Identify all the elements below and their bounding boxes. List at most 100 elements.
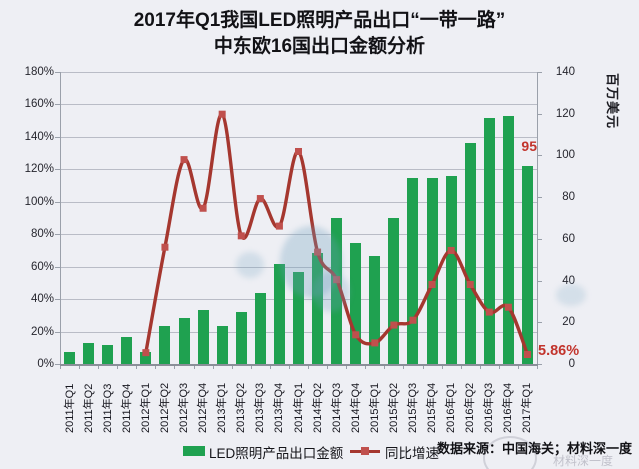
line-marker — [390, 321, 398, 329]
line-marker — [371, 339, 379, 347]
watermark-text: 材料深一度 — [553, 454, 614, 468]
line-marker — [237, 232, 245, 240]
gridline — [60, 201, 537, 203]
bar — [464, 142, 476, 364]
x-axis-tick — [231, 364, 233, 369]
left-axis-tick — [55, 266, 60, 268]
bar — [159, 326, 171, 364]
x-axis-tick — [479, 364, 481, 369]
y-axis-right-label: 40 — [562, 274, 575, 287]
y-axis-left-label: 160% — [24, 98, 54, 111]
y-axis-left-label: 180% — [24, 66, 54, 78]
x-axis-tick — [212, 364, 214, 369]
gridline — [60, 136, 537, 138]
x-axis-tick — [155, 364, 157, 369]
x-axis-label: 2013年Q2 — [235, 382, 248, 433]
y-axis-left-label: 140% — [24, 130, 54, 143]
bar — [216, 326, 228, 364]
left-axis-tick — [55, 169, 60, 171]
x-axis-label: 2012年Q4 — [197, 382, 210, 433]
x-axis-label: 2016年Q2 — [464, 382, 477, 433]
gridline — [60, 169, 537, 171]
left-axis-tick — [55, 234, 60, 236]
y-axis-left-label: 100% — [24, 195, 54, 208]
line-marker — [295, 147, 302, 155]
x-axis-tick — [441, 364, 443, 369]
data-source: 数据来源：中国海关；材料深一度 — [437, 441, 633, 456]
right-axis-tick — [537, 322, 542, 324]
left-axis-tick — [55, 364, 60, 365]
x-axis-tick — [193, 364, 195, 369]
legend-swatch-export-amount — [183, 446, 205, 456]
bar — [121, 336, 133, 364]
line-marker — [142, 349, 150, 357]
x-axis-label: 2012年Q2 — [158, 382, 171, 433]
x-axis-label: 2011年Q2 — [82, 383, 95, 433]
chart-title-line2: 中东欧16国出口金额分析 — [213, 35, 426, 57]
trend-line-path — [144, 112, 530, 356]
x-axis-label: 2015年Q2 — [387, 382, 400, 433]
x-axis-tick — [422, 364, 424, 369]
bar — [178, 318, 190, 364]
line-marker — [275, 222, 283, 230]
line-marker — [485, 308, 493, 316]
bar — [235, 311, 247, 364]
bar — [293, 272, 304, 364]
legend-label-yoy: 同比增速 — [385, 446, 439, 461]
x-axis-label: 2013年Q4 — [273, 382, 286, 433]
bar — [483, 117, 495, 364]
line-marker — [466, 281, 474, 289]
y-axis-left-label: 60% — [30, 260, 54, 273]
x-axis-line — [60, 364, 538, 366]
right-axis-tick — [537, 280, 542, 282]
line-marker — [199, 204, 207, 212]
line-marker — [428, 281, 436, 289]
x-axis-tick — [384, 364, 386, 369]
gridline — [60, 234, 537, 236]
x-axis-label: 2016年Q4 — [502, 382, 515, 433]
right-axis-tick — [537, 197, 542, 199]
y-axis-left-label: 80% — [30, 228, 54, 241]
y-axis-right-label: 20 — [562, 316, 575, 329]
x-axis-label: 2014年Q2 — [311, 382, 324, 433]
gridline — [60, 72, 537, 73]
x-axis-tick — [117, 364, 119, 369]
x-axis-tick — [537, 364, 538, 369]
left-axis-line — [60, 72, 61, 364]
bar — [350, 243, 362, 364]
x-axis-tick — [517, 364, 519, 369]
bar — [369, 255, 381, 364]
bar — [83, 343, 95, 364]
right-axis-tick — [537, 72, 542, 73]
x-axis-tick — [250, 364, 252, 369]
right-axis-title: 百万美元 — [605, 73, 620, 130]
x-axis-tick — [365, 364, 367, 369]
line-marker — [218, 110, 226, 118]
trend-line — [142, 110, 531, 358]
bar — [102, 345, 114, 364]
right-axis-tick — [537, 155, 542, 157]
plot-area — [55, 72, 542, 369]
bar — [331, 218, 343, 364]
x-axis-tick — [346, 364, 348, 369]
x-axis-label: 2014年Q1 — [292, 382, 305, 433]
chart-title-line1: 2017年Q1我国LED照明产品出口“一带一路” — [133, 10, 506, 31]
left-axis-tick — [55, 104, 60, 106]
legend-label-export-amount: LED照明产品出口金额 — [209, 446, 344, 461]
right-axis-tick — [537, 364, 542, 365]
x-axis-label: 2012年Q1 — [139, 382, 152, 433]
left-axis-tick — [55, 136, 60, 138]
gridline — [60, 266, 537, 268]
y-axis-right-label: 60 — [562, 232, 575, 245]
x-axis-label: 2014年Q4 — [349, 382, 362, 433]
x-axis-tick — [498, 364, 500, 369]
chart-title: 2017年Q1我国LED照明产品出口“一带一路” 中东欧16国出口金额分析 — [0, 8, 639, 59]
annotation-bar-value: 95 — [521, 138, 537, 154]
x-axis-label: 2013年Q3 — [254, 382, 267, 433]
right-axis-line — [537, 72, 538, 364]
x-axis-label: 2012年Q3 — [178, 382, 191, 433]
bar — [502, 115, 514, 364]
x-axis-tick — [288, 364, 290, 369]
y-axis-right-label: 100 — [555, 149, 575, 162]
watermark-stamp — [483, 436, 537, 469]
